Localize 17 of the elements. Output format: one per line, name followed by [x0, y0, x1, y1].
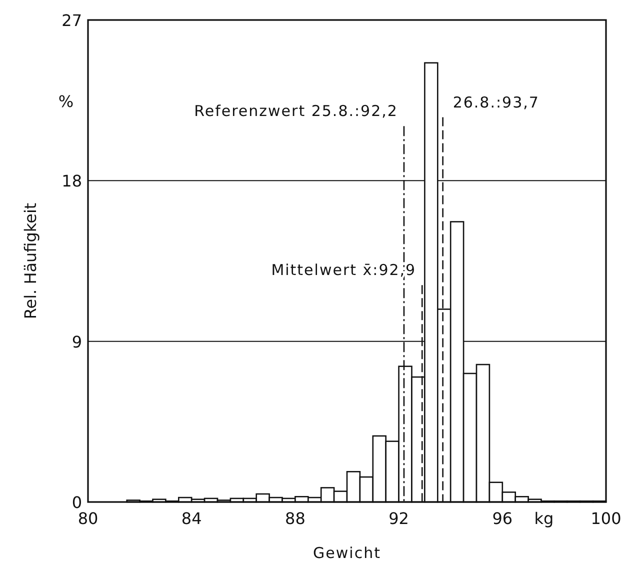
ref-line-label: Referenzwert 25.8.:92,2 [194, 102, 398, 120]
x-tick-label: 92 [388, 509, 409, 528]
text: kg [534, 509, 554, 528]
x-tick-label: 84 [181, 509, 202, 528]
y-tick-label: 27 [62, 11, 82, 30]
text: % [58, 92, 74, 111]
ref-line-label: Mittelwert x̄:92,9 [271, 261, 416, 280]
x-tick-label: 80 [78, 509, 98, 528]
x-tick-label: 88 [285, 509, 306, 528]
x-axis-title: Gewicht [313, 544, 381, 562]
y-tick-label: 9 [72, 332, 82, 352]
x-tick-label: 96 [492, 509, 513, 528]
y-tick-label: 0 [72, 493, 82, 512]
y-tick-label: 18 [62, 172, 82, 191]
ref-line-label: 26.8.:93,7 [452, 93, 540, 112]
y-axis-title: Rel. Häufigkeit [21, 202, 40, 320]
x-tick-label: 100 [590, 509, 622, 528]
